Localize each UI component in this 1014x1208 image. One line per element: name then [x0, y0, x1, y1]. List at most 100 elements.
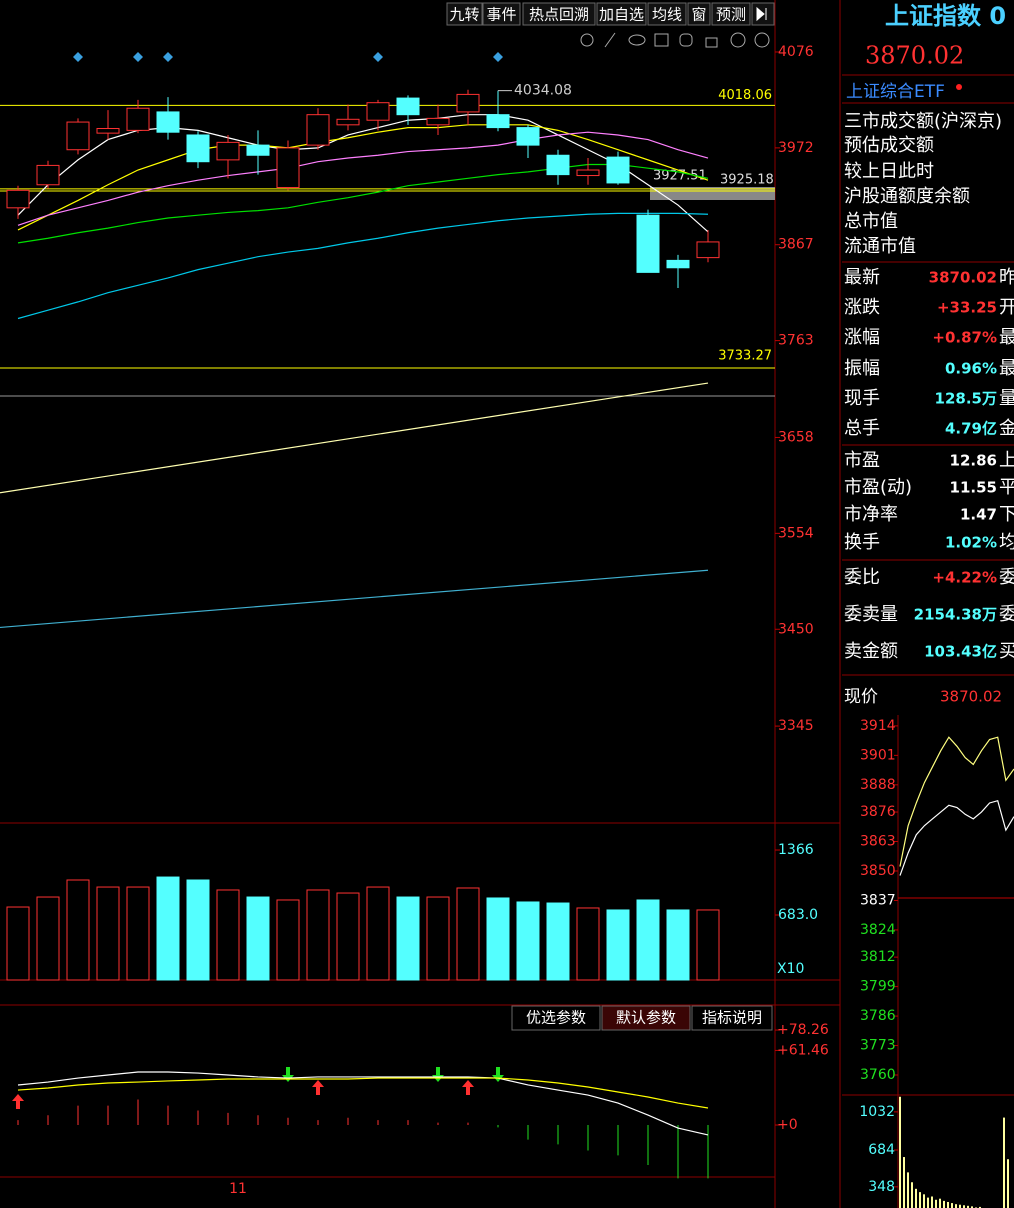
y-tick-label: 4076 — [778, 44, 814, 60]
candle-body — [546, 154, 570, 176]
info-row: 总市值 — [844, 211, 898, 232]
ma-line — [17, 163, 709, 244]
toolbar-button[interactable]: 加自选 — [599, 6, 644, 24]
toolbar-button-bg[interactable] — [711, 2, 751, 26]
toolbar-button[interactable]: 事件 — [486, 6, 516, 24]
settings-icon[interactable] — [580, 33, 594, 47]
candle-body — [516, 127, 540, 146]
stat-value: 12.86 — [950, 452, 997, 470]
toolbar-button-bg[interactable] — [482, 2, 521, 26]
volume-bar — [66, 879, 90, 981]
param-button-bg[interactable] — [511, 1005, 601, 1031]
param-button-bg[interactable] — [601, 1005, 691, 1031]
mini-line — [899, 736, 1014, 867]
candle-body — [486, 114, 510, 129]
toolbar-button-bg[interactable] — [446, 2, 483, 26]
volume-bar — [336, 892, 360, 981]
mini-tick-label: 3786 — [860, 1008, 896, 1024]
candle-body — [366, 102, 390, 121]
buy-arrow — [462, 1080, 474, 1095]
y-tick-label: +78.26 — [777, 1022, 829, 1038]
param-button[interactable]: 优选参数 — [526, 1009, 586, 1027]
stat-value: 3870.02 — [929, 269, 997, 287]
param-button[interactable]: 默认参数 — [616, 1009, 676, 1027]
lock-icon[interactable] — [705, 37, 718, 48]
store-icon[interactable] — [654, 33, 669, 47]
toolbar-button-bg[interactable] — [647, 2, 687, 26]
y-tick-label: +0 — [777, 1117, 798, 1133]
param-button[interactable]: 指标说明 — [702, 1009, 762, 1027]
stat-value: 103.43亿 — [924, 643, 997, 661]
stat-value: 1.47 — [960, 506, 997, 524]
collapse-icon[interactable] — [756, 6, 767, 22]
zoom-out-icon[interactable] — [754, 32, 770, 48]
candle-body — [306, 114, 330, 146]
stat-label: 现手 — [844, 388, 880, 409]
stat-value: 2154.38万 — [914, 606, 997, 624]
mini-price: 3870.02 — [940, 688, 1002, 706]
stat-tail: 量 — [999, 388, 1014, 409]
stat-label: 委卖量 — [844, 604, 898, 625]
mini-tick-label: 3773 — [860, 1038, 896, 1054]
long-ma-line — [0, 569, 709, 629]
volume-bar — [36, 896, 60, 981]
toolbar-button[interactable]: 均线 — [652, 6, 682, 24]
param-button-bg[interactable] — [691, 1005, 773, 1031]
mini-tick-label: 3901 — [860, 747, 896, 763]
pen-icon[interactable] — [604, 32, 616, 48]
mini-tick-label: 1032 — [859, 1104, 895, 1120]
stat-label: 总手 — [844, 418, 880, 439]
stat-value: +33.25 — [937, 299, 997, 317]
volume-bar — [96, 886, 120, 981]
toolbar-button-bg[interactable] — [522, 2, 596, 26]
stat-tail: 委 — [999, 567, 1014, 588]
candle-body — [126, 107, 150, 131]
toolbar-button[interactable]: 九转 — [449, 6, 479, 24]
volume-bar — [156, 876, 180, 981]
stat-value: 0.96% — [945, 360, 997, 378]
hand-icon[interactable] — [679, 33, 693, 47]
price-line-label: 3927.51 — [653, 168, 707, 183]
eye-icon[interactable] — [628, 34, 646, 46]
mini-tick-label: 3837 — [860, 892, 896, 908]
mini-tick-label: 3812 — [860, 949, 896, 965]
etf-link[interactable]: 上证综合ETF — [846, 82, 945, 102]
stat-tail: 买 — [999, 641, 1014, 662]
stat-tail: 上 — [999, 450, 1014, 471]
candle-body — [156, 111, 180, 133]
toolbar-button[interactable]: 热点回溯 — [529, 6, 589, 24]
ma-line — [17, 212, 709, 320]
candle-body — [66, 121, 90, 151]
volume-bar — [276, 899, 300, 981]
volume-bar — [696, 909, 720, 981]
unit-label: X10 — [777, 961, 804, 977]
candle-body — [426, 117, 450, 126]
stat-label: 最新 — [844, 267, 880, 288]
x-tick-label: 11 — [229, 1181, 247, 1197]
stat-tail: 最 — [999, 358, 1014, 379]
toolbar-button[interactable]: 窗 — [691, 6, 706, 24]
candle-body — [276, 147, 300, 189]
high-label: 4034.08 — [514, 83, 572, 99]
toolbar-button-bg[interactable] — [687, 2, 711, 26]
volume-bar — [486, 897, 510, 981]
toolbar-button[interactable]: 预测 — [716, 6, 746, 24]
mini-tick-label: 3888 — [860, 777, 896, 793]
stat-label: 卖金额 — [844, 641, 898, 662]
stat-tail: 均 — [999, 532, 1014, 553]
volume-bar — [666, 909, 690, 981]
diamond — [373, 52, 383, 62]
candle-body — [456, 93, 480, 113]
stat-value: +4.22% — [932, 569, 997, 587]
candle-body — [606, 156, 630, 184]
tool-icons[interactable] — [580, 32, 770, 48]
toolbar-button-bg[interactable] — [596, 2, 647, 26]
ma-line — [17, 124, 709, 231]
info-row: 预估成交额 — [844, 135, 934, 156]
zoom-in-icon[interactable] — [730, 32, 746, 48]
mini-price-label: 现价 — [844, 687, 878, 707]
indicator-line — [17, 1077, 709, 1109]
stat-label: 市盈 — [844, 450, 880, 471]
